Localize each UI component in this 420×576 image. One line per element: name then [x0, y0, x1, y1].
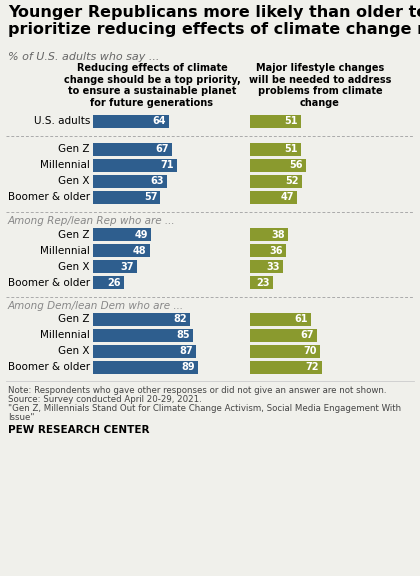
Text: 52: 52 — [286, 176, 299, 187]
Text: % of U.S. adults who say ...: % of U.S. adults who say ... — [8, 52, 159, 62]
Text: 36: 36 — [270, 245, 283, 256]
Text: Younger Republicans more likely than older to
prioritize reducing effects of cli: Younger Republicans more likely than old… — [8, 5, 420, 37]
Text: Millennial: Millennial — [40, 331, 90, 340]
Text: U.S. adults: U.S. adults — [34, 116, 90, 127]
Text: 64: 64 — [152, 116, 165, 127]
Text: Issue": Issue" — [8, 413, 34, 422]
Bar — [250, 345, 320, 358]
Text: 72: 72 — [305, 362, 319, 373]
Text: Boomer & older: Boomer & older — [8, 362, 90, 373]
Text: 57: 57 — [144, 192, 157, 203]
Text: 61: 61 — [294, 314, 308, 324]
Text: 51: 51 — [284, 145, 298, 154]
Bar — [93, 260, 136, 273]
Bar — [250, 329, 317, 342]
Text: Gen X: Gen X — [58, 262, 90, 271]
Bar — [250, 115, 301, 128]
Text: 37: 37 — [120, 262, 134, 271]
Bar — [93, 313, 190, 326]
Text: 38: 38 — [271, 229, 285, 240]
Text: Gen Z: Gen Z — [58, 145, 90, 154]
Text: 56: 56 — [289, 161, 303, 170]
Bar — [93, 329, 193, 342]
Text: 49: 49 — [134, 229, 148, 240]
Bar — [250, 191, 297, 204]
Text: "Gen Z, Millennials Stand Out for Climate Change Activism, Social Media Engageme: "Gen Z, Millennials Stand Out for Climat… — [8, 404, 401, 413]
Bar — [93, 345, 196, 358]
Text: 63: 63 — [151, 176, 164, 187]
Bar — [250, 361, 322, 374]
Bar — [93, 276, 123, 289]
Bar — [250, 260, 283, 273]
Bar — [93, 191, 160, 204]
Text: 71: 71 — [160, 161, 174, 170]
Bar — [250, 313, 311, 326]
Text: 47: 47 — [281, 192, 294, 203]
Text: 23: 23 — [257, 278, 270, 287]
Text: Boomer & older: Boomer & older — [8, 278, 90, 287]
Bar — [250, 143, 301, 156]
Text: 85: 85 — [177, 331, 190, 340]
Bar — [250, 228, 288, 241]
Text: Millennial: Millennial — [40, 245, 90, 256]
Text: 48: 48 — [133, 245, 147, 256]
Bar — [93, 143, 172, 156]
Bar — [250, 276, 273, 289]
Text: Boomer & older: Boomer & older — [8, 192, 90, 203]
Text: 87: 87 — [179, 347, 193, 357]
Text: 82: 82 — [173, 314, 187, 324]
Bar — [93, 175, 167, 188]
Text: Gen X: Gen X — [58, 347, 90, 357]
Text: Among Rep/lean Rep who are ...: Among Rep/lean Rep who are ... — [8, 216, 176, 226]
Text: 89: 89 — [181, 362, 195, 373]
Text: Gen Z: Gen Z — [58, 229, 90, 240]
Text: 33: 33 — [267, 262, 280, 271]
Bar — [250, 159, 306, 172]
Bar — [93, 228, 151, 241]
Text: PEW RESEARCH CENTER: PEW RESEARCH CENTER — [8, 425, 150, 435]
Text: Among Dem/lean Dem who are ...: Among Dem/lean Dem who are ... — [8, 301, 184, 311]
Text: 26: 26 — [107, 278, 121, 287]
Text: 51: 51 — [284, 116, 298, 127]
Text: Note: Respondents who gave other responses or did not give an answer are not sho: Note: Respondents who gave other respons… — [8, 386, 386, 395]
Text: Reducing effects of climate
change should be a top priority,
to ensure a sustain: Reducing effects of climate change shoul… — [63, 63, 240, 108]
Bar — [93, 159, 177, 172]
Bar — [250, 175, 302, 188]
Text: 67: 67 — [300, 331, 314, 340]
Text: Major lifestyle changes
will be needed to address
problems from climate
change: Major lifestyle changes will be needed t… — [249, 63, 391, 108]
Bar — [250, 244, 286, 257]
Bar — [93, 244, 150, 257]
Text: Millennial: Millennial — [40, 161, 90, 170]
Bar — [93, 115, 168, 128]
Bar — [93, 361, 198, 374]
Text: 70: 70 — [304, 347, 317, 357]
Text: 67: 67 — [155, 145, 169, 154]
Text: Source: Survey conducted April 20-29, 2021.: Source: Survey conducted April 20-29, 20… — [8, 395, 202, 404]
Text: Gen Z: Gen Z — [58, 314, 90, 324]
Text: Gen X: Gen X — [58, 176, 90, 187]
